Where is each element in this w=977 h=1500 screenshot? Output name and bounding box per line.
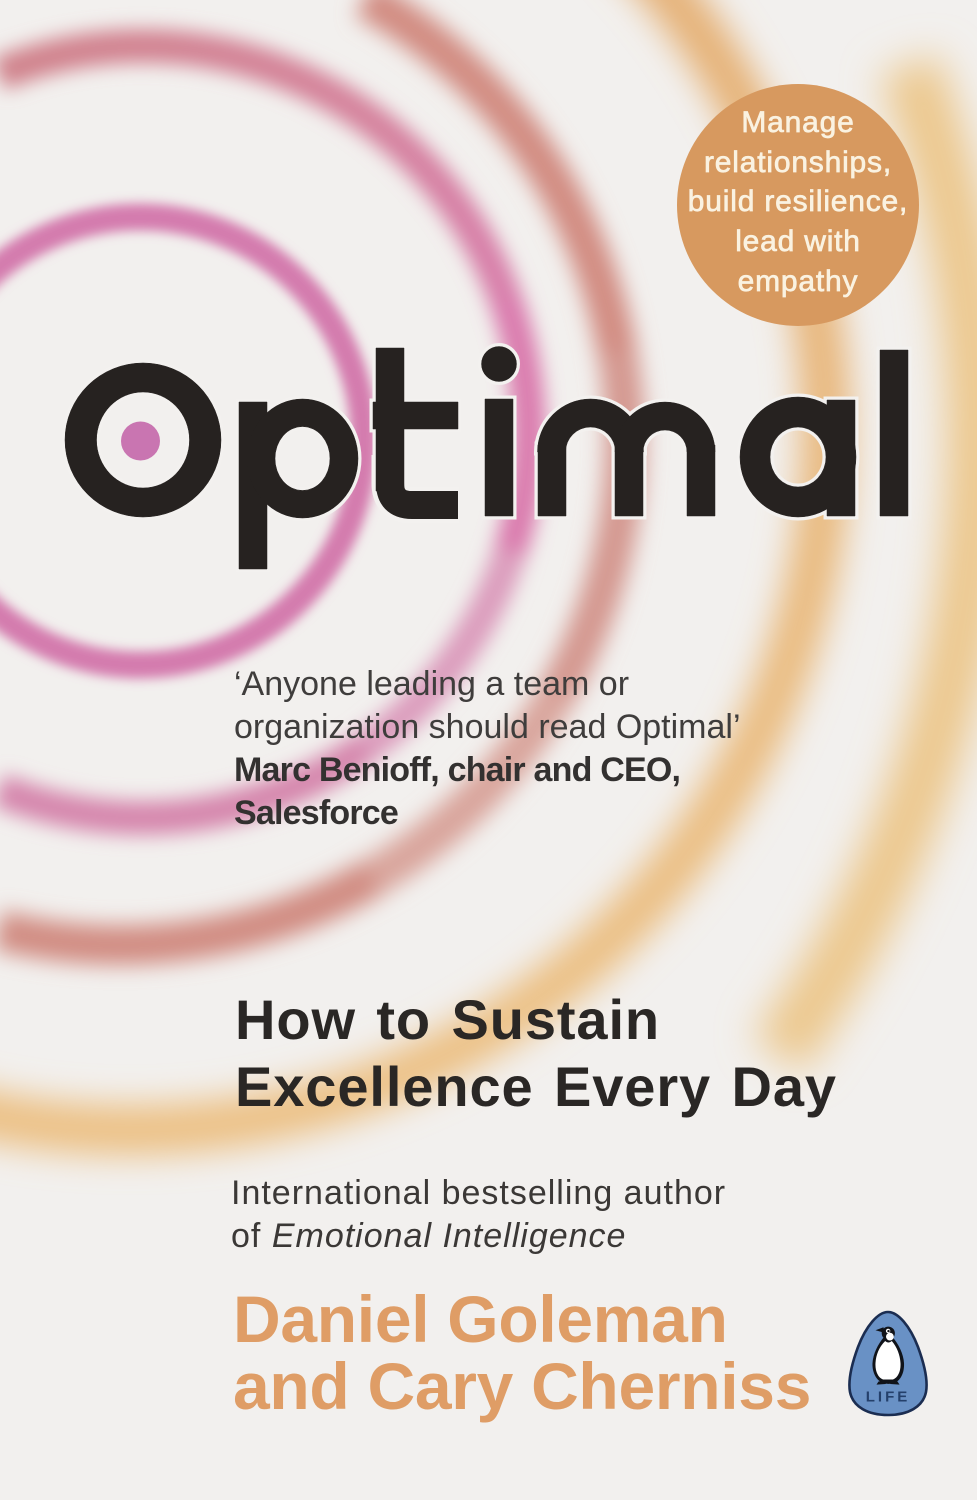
svg-text:LIFE: LIFE	[866, 1389, 911, 1406]
